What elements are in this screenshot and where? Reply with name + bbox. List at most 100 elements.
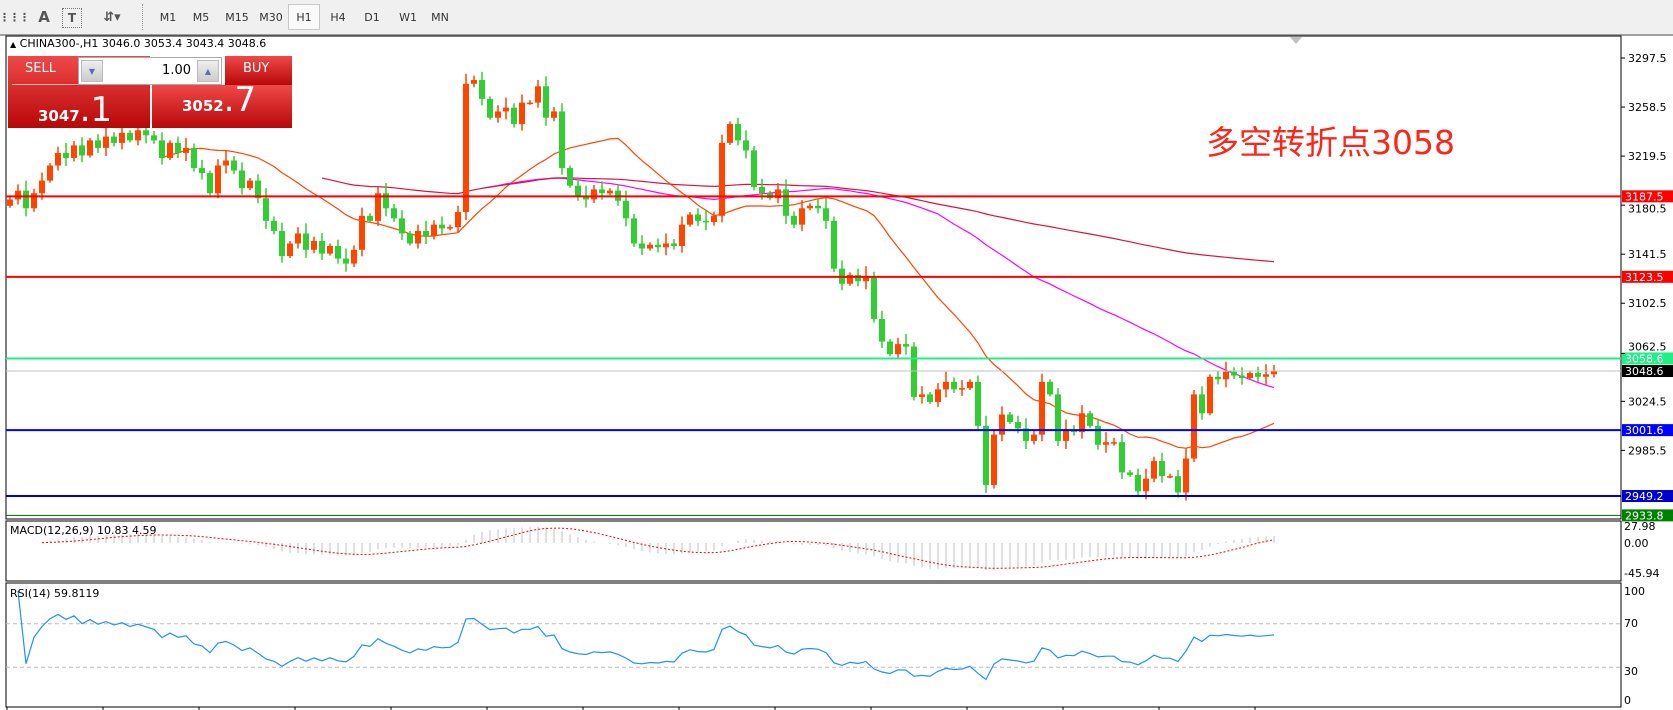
candle-body <box>551 111 557 118</box>
candle-body <box>735 124 741 141</box>
buy-price-panel[interactable]: 3052.7 <box>152 80 292 128</box>
candle-body <box>719 142 725 216</box>
candle-body <box>831 220 837 269</box>
candle-body <box>15 190 21 200</box>
level-price-label: 2933.8 <box>1625 509 1664 522</box>
buy-button[interactable]: BUY <box>225 56 292 85</box>
timeframe-m5[interactable]: M5 <box>192 10 210 24</box>
candle-body <box>583 195 589 200</box>
macd-axis-label: -45.94 <box>1624 567 1659 580</box>
price-axis-label: 3024.5 <box>1628 395 1667 408</box>
timeframe-d1[interactable]: D1 <box>364 10 380 24</box>
rsi-line <box>17 590 1275 681</box>
candle-body <box>167 142 173 158</box>
candle-body <box>815 205 821 209</box>
text-label-T-icon[interactable]: T <box>62 8 82 28</box>
candle-body <box>1079 413 1085 433</box>
candle-body <box>351 249 357 264</box>
arrows-icon[interactable]: ⇵▾ <box>103 9 121 25</box>
candle-body <box>191 147 197 169</box>
candle-body <box>951 381 957 390</box>
candle-body <box>543 86 549 118</box>
timeframe-h4[interactable]: H4 <box>330 10 346 24</box>
macd-histogram <box>41 526 1275 570</box>
timeframe-m30[interactable]: M30 <box>259 10 283 24</box>
candle-body <box>1223 371 1229 380</box>
grid-icon[interactable]: ⋮⋮⋮ <box>0 10 30 24</box>
candle-body <box>1127 472 1133 475</box>
candle-body <box>1271 371 1277 375</box>
timeframe-w1[interactable]: W1 <box>399 10 417 24</box>
candle-body <box>575 185 581 196</box>
price-axis-label: 3180.5 <box>1628 202 1667 215</box>
candle-body <box>1255 373 1261 377</box>
ma-slow-line <box>321 177 1275 263</box>
candle-body <box>359 215 365 250</box>
level-price-label: 3123.5 <box>1625 271 1664 284</box>
buy-price: 3052.7 <box>182 80 256 120</box>
candle-body <box>911 346 917 397</box>
candle-body <box>887 341 893 355</box>
candle-body <box>367 215 373 221</box>
timeframe-m15[interactable]: M15 <box>225 10 249 24</box>
candle-body <box>335 246 341 259</box>
candle-body <box>791 215 797 225</box>
candle-body <box>863 276 869 282</box>
candle-body <box>327 246 333 254</box>
candle-body <box>991 434 997 485</box>
volume-decrease-icon[interactable]: ▼ <box>81 60 103 82</box>
candle-body <box>495 111 501 118</box>
candle-body <box>247 180 253 189</box>
timeframe-h1[interactable]: H1 <box>288 4 320 30</box>
volume-increase-icon[interactable]: ▲ <box>197 60 219 82</box>
candle-body <box>503 107 509 112</box>
candle-body <box>903 344 909 347</box>
candle-body <box>775 189 781 199</box>
candle-body <box>647 244 653 249</box>
symbol-line: CHINA300-,H1 3046.0 3053.4 3043.4 3048.6 <box>19 37 267 50</box>
volume-stepper[interactable]: ▼ 1.00 ▲ <box>78 57 222 85</box>
candle-body <box>23 190 29 209</box>
level-price-tag <box>1622 270 1673 283</box>
candle-body <box>1015 422 1021 429</box>
candle-body <box>111 136 117 143</box>
macd-signal-line <box>41 527 1275 569</box>
candle-body <box>287 243 293 257</box>
rsi-panel-frame <box>5 582 1622 708</box>
timeframe-mn[interactable]: MN <box>431 10 449 24</box>
candle-body <box>95 140 101 148</box>
candle-body <box>783 189 789 216</box>
candle-body <box>143 130 149 136</box>
candle-body <box>1119 442 1125 473</box>
ma-mid-line <box>481 177 1275 389</box>
candle-body <box>743 140 749 151</box>
candle-body <box>599 189 605 194</box>
candle-body <box>1135 474 1141 492</box>
candle-body <box>1151 461 1157 479</box>
rsi-axis-label: 30 <box>1624 665 1638 678</box>
level-price-tag <box>1622 424 1673 437</box>
collapse-triangle-icon[interactable]: ▲ <box>10 40 17 49</box>
volume-value[interactable]: 1.00 <box>162 63 191 78</box>
candle-body <box>967 381 973 389</box>
candle-body <box>607 190 613 194</box>
candle-body <box>487 98 493 118</box>
candle-body <box>879 318 885 342</box>
text-A-icon[interactable]: A <box>38 8 50 26</box>
timeframe-m1[interactable]: M1 <box>159 10 177 24</box>
candle-body <box>47 165 53 181</box>
candle-body <box>1207 376 1213 414</box>
candle-body <box>1023 428 1029 441</box>
candle-body <box>855 274 861 282</box>
candle-body <box>639 243 645 249</box>
candle-body <box>1199 394 1205 414</box>
candle-body <box>1095 425 1101 445</box>
candle-body <box>63 152 69 158</box>
rsi-axis-label: 100 <box>1624 585 1645 598</box>
candle-body <box>263 198 269 221</box>
price-axis-label: 3062.5 <box>1628 340 1667 353</box>
toolbar: ⋮⋮⋮ A T ⇵▾ M1 M5 M15 M30 H1 H4 D1 W1 MN <box>0 0 1673 36</box>
candle-body <box>663 243 669 248</box>
candle-body <box>895 344 901 355</box>
